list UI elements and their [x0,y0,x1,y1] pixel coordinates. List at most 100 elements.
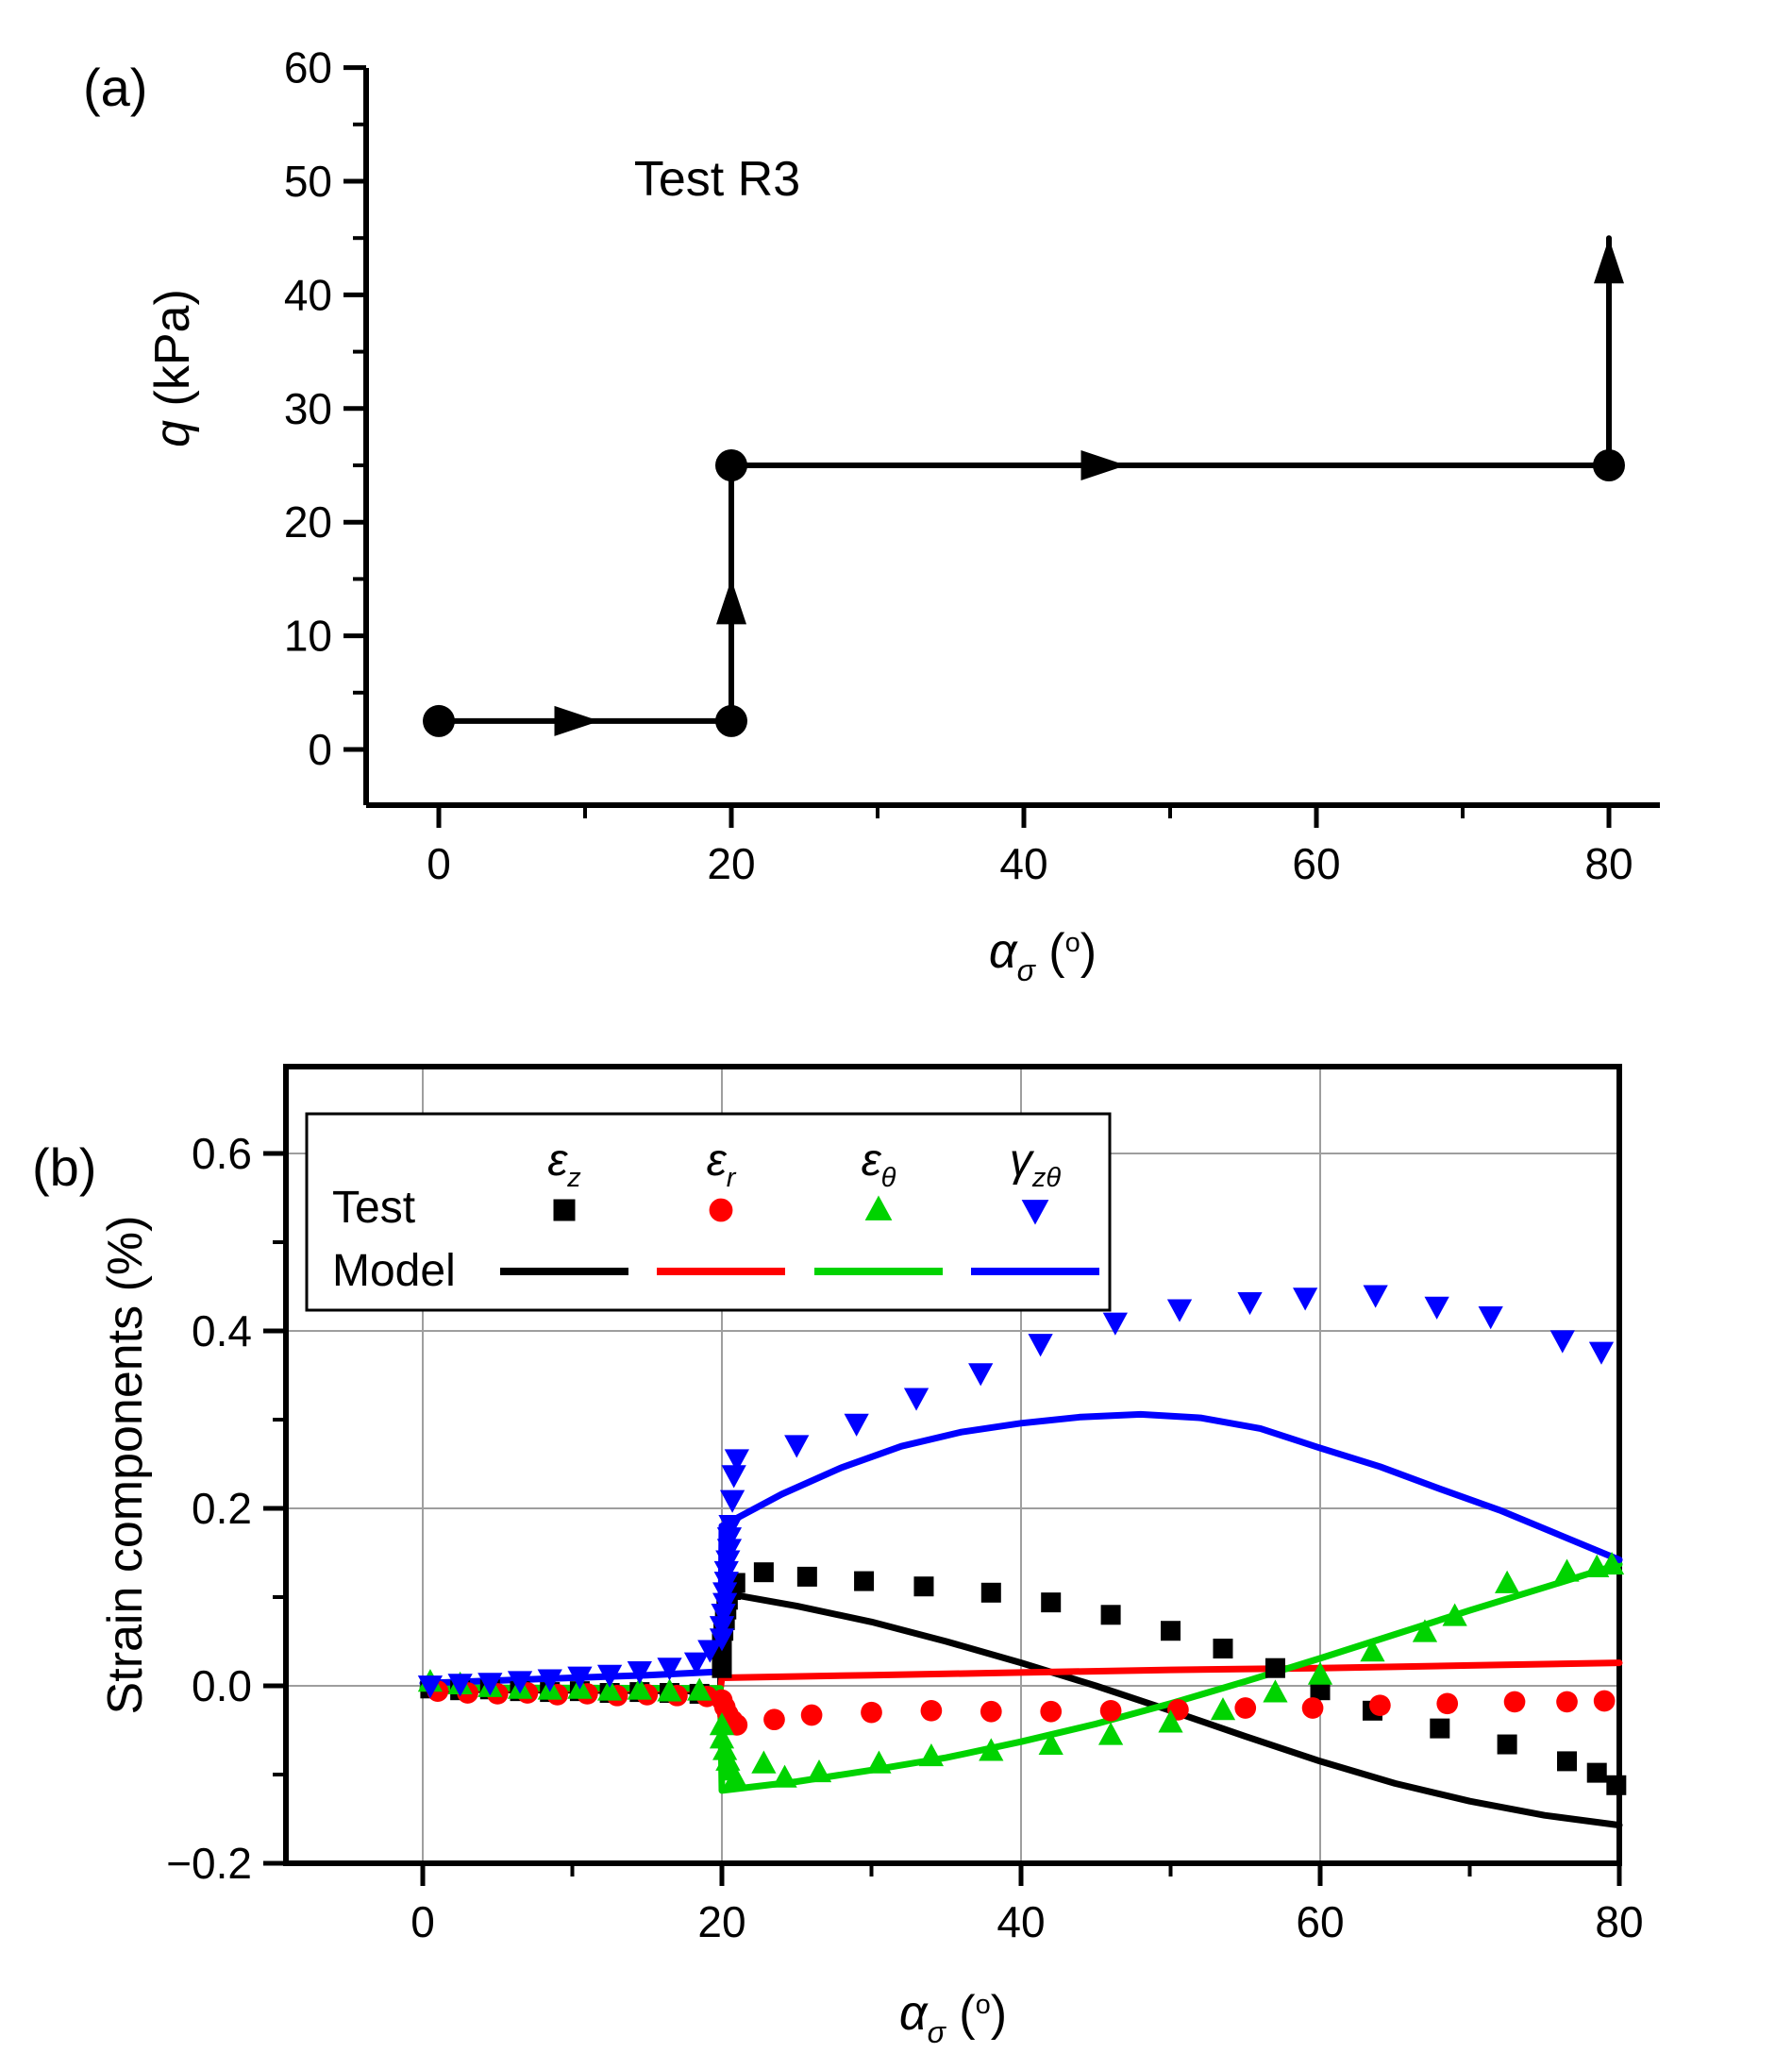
x-tick-label: 0 [410,1897,435,1946]
tspan: (kPa) [145,289,200,420]
test-point-eps-z [1497,1734,1517,1755]
test-point-gamma-ztheta [713,1560,739,1584]
test-point-eps-theta [657,1678,682,1702]
legend-header-eps-theta: εθ [862,1136,896,1193]
panel-a-label: (a) [83,58,147,117]
test-point-eps-theta [866,1750,892,1774]
test-point-eps-r [1369,1694,1391,1717]
test-point-eps-z [1041,1592,1062,1613]
tspan: zθ [1031,1163,1062,1193]
tspan: ( [1035,924,1065,979]
test-point-gamma-ztheta [716,1539,743,1562]
test-point-eps-theta [806,1759,832,1783]
test-point-eps-z [913,1576,934,1597]
test-point-eps-z [1606,1775,1627,1795]
test-point-eps-theta [1038,1731,1063,1755]
test-point-gamma-ztheta [697,1640,723,1663]
legend-test-label: Test [332,1183,415,1233]
y-tick-label: 0 [308,725,332,774]
test-point-gamma-ztheta [718,1514,744,1539]
tspan: ) [991,1986,1007,2041]
stress-path-point [715,449,747,481]
test-point-eps-z [1100,1605,1121,1625]
test-point-eps-z [1213,1639,1233,1659]
y-tick-label: 50 [284,157,332,206]
tspan: ε [547,1136,568,1186]
test-point-gamma-ztheta [721,1465,746,1489]
test-point-gamma-ztheta [597,1664,623,1688]
test-point-eps-r [800,1704,823,1726]
stress-path-point [423,704,455,737]
test-point-gamma-ztheta [968,1363,994,1387]
stress-path-point [715,704,747,737]
test-point-gamma-ztheta [1237,1292,1263,1316]
test-point-eps-theta [1442,1603,1467,1626]
test-point-eps-r [920,1699,943,1722]
test-point-eps-theta [1360,1639,1385,1662]
test-point-eps-z [1161,1621,1181,1641]
test-point-eps-r [1436,1692,1459,1715]
test-point-eps-theta [1412,1619,1438,1642]
y-tick-label: 20 [284,497,332,547]
test-point-eps-theta [1210,1697,1236,1721]
test-point-gamma-ztheta [567,1666,593,1690]
plot-box [283,1064,1622,1866]
test-point-eps-r [861,1701,882,1724]
series [417,1285,1627,1829]
legend-marker-eps-theta [864,1195,893,1220]
path-arrowhead-up [716,579,746,625]
test-point-eps-theta [751,1750,777,1774]
legend-marker-eps-z [553,1199,576,1221]
test-point-gamma-ztheta [1424,1296,1449,1320]
tspan: θ [881,1163,896,1193]
legend-marker-eps-r [709,1198,733,1222]
test-point-eps-theta [1307,1661,1333,1685]
legend-marker-gamma-ztheta [1021,1200,1049,1225]
test-point-eps-r [1503,1691,1526,1713]
test-point-eps-theta [772,1764,797,1788]
test-point-eps-theta [1554,1558,1580,1582]
test-point-gamma-ztheta [1588,1341,1615,1365]
test-point-eps-theta [709,1712,735,1736]
path-arrowhead-up [1594,238,1624,284]
legend: εz εr εθ γzθ [305,1112,1112,1312]
test-point-gamma-ztheta [844,1413,869,1437]
x-tick-label: 0 [427,839,451,888]
panel-a: 0 20 40 60 80 0 10 20 30 40 50 60 ασ (o) q (kPa) [145,43,1660,987]
test-point-eps-theta [709,1725,735,1749]
panel-a-x-axis-title: ασ (o) [989,924,1097,987]
tspan: o [1065,928,1080,958]
test-point-eps-theta [687,1677,712,1701]
test-point-eps-theta [1263,1679,1288,1703]
test-point-eps-r [1593,1690,1616,1712]
panel-b-label: (b) [32,1137,96,1197]
stress-path-point [1593,449,1625,481]
tspan: ε [862,1136,882,1186]
tspan: σ [1017,953,1037,987]
legend-header-gamma-ztheta: γzθ [1010,1136,1062,1193]
test-point-eps-z [1586,1762,1607,1783]
tspan: α [899,1986,929,2041]
test-point-gamma-ztheta [715,1550,741,1574]
test-points-eps-theta [417,1551,1625,1789]
test-point-eps-r [763,1708,785,1731]
test-point-eps-z [980,1582,1001,1603]
test-point-gamma-ztheta [417,1675,444,1699]
test-point-eps-z [1310,1680,1331,1701]
x-tick-label: 40 [996,1897,1045,1946]
tspan: ε [707,1136,728,1186]
tspan: ) [1080,924,1097,979]
model-line-eps-z [419,1589,1623,1829]
test-point-gamma-ztheta [1028,1334,1053,1357]
legend-box [305,1112,1112,1312]
panel-b: 0 20 40 60 80−0.20.00.20.40.6ασ (o)εz εr εθ γzθ [166,1064,1644,2049]
tspan: γ [1010,1136,1035,1186]
test-point-gamma-ztheta [537,1669,562,1692]
test-point-eps-theta [979,1738,1004,1761]
test-point-eps-z [854,1571,875,1591]
test-point-gamma-ztheta [712,1582,738,1606]
test-point-gamma-ztheta [1293,1287,1318,1311]
tspan: ( [946,1986,976,2041]
test-point-gamma-ztheta [627,1661,652,1685]
